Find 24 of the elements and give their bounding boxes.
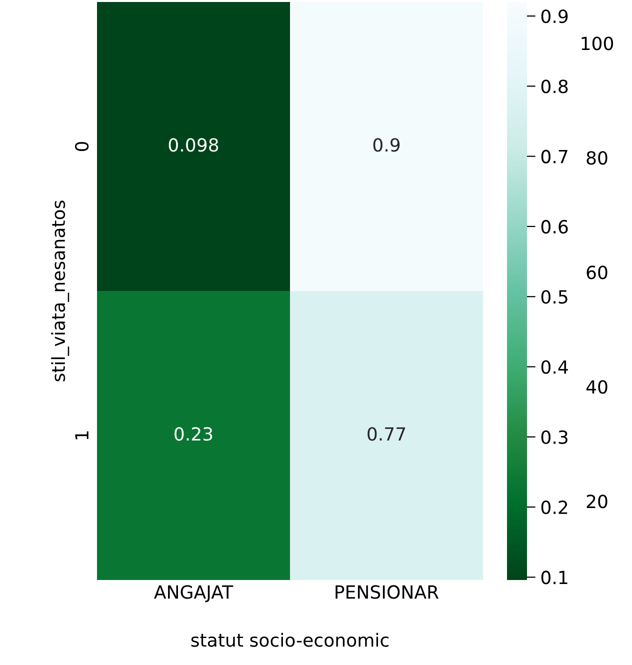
color-bar-label: 0.5 xyxy=(541,290,568,304)
text: 60 xyxy=(586,266,608,280)
data-label: 0.23 xyxy=(174,427,212,441)
text: 80 xyxy=(586,151,608,165)
color-bar-label: 0.8 xyxy=(541,80,568,94)
y-axis-title: stil_viata_nesanatos xyxy=(51,200,70,382)
color-bar-label: 0.3 xyxy=(541,430,568,444)
text: 40 xyxy=(586,380,608,394)
data-label: 0.77 xyxy=(368,427,406,441)
color-bar-label: 0.7 xyxy=(541,150,568,164)
y-tick-label: 0 xyxy=(74,142,89,152)
x-tick-label: PENSIONAR xyxy=(336,585,439,599)
color-bar-label: 0.9 xyxy=(541,9,568,24)
data-label: 0.098 xyxy=(168,138,218,152)
x-axis-title: statut socio-economic xyxy=(191,632,389,647)
text: 20 xyxy=(586,494,608,508)
data-label: 0.9 xyxy=(373,138,400,152)
color-bar-label: 0.1 xyxy=(541,570,568,584)
color-bar-label: 0.4 xyxy=(541,360,568,374)
y-tick-label: 1 xyxy=(75,431,88,440)
color-bar-label: 0.2 xyxy=(541,500,568,514)
x-tick-label: ANGAJAT xyxy=(154,585,234,602)
text: 100 xyxy=(582,36,614,50)
color-bar-label: 0.6 xyxy=(541,220,568,234)
